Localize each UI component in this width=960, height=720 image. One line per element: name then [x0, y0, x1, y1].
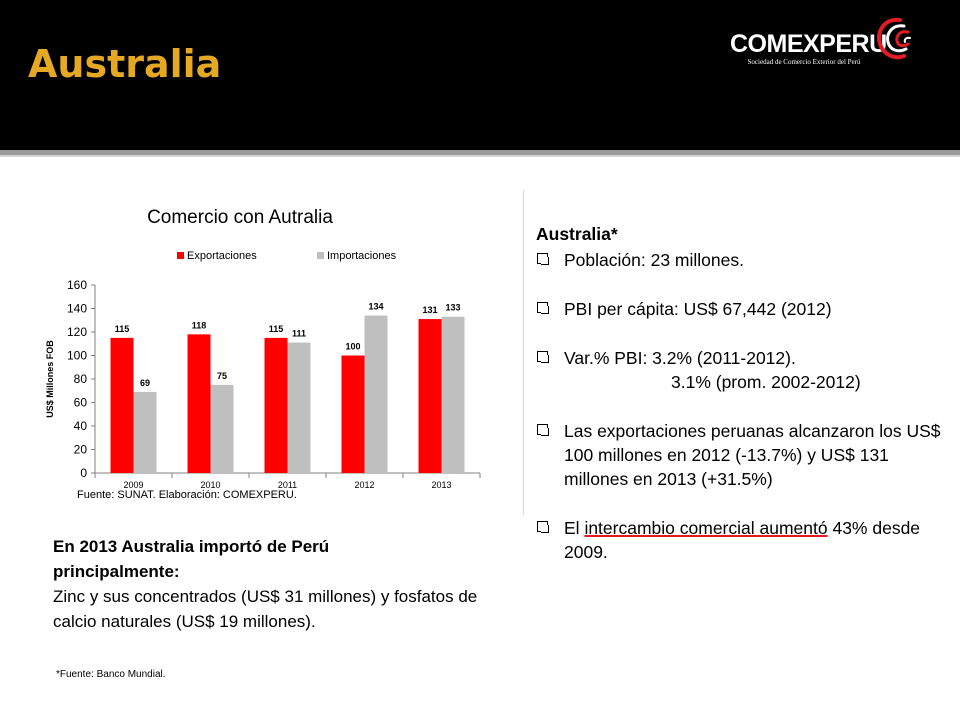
imports-heading-line1: En 2013 Australia importó de Perú [53, 537, 330, 556]
gdp-variation-line2: 3.1% (prom. 2002-2012) [671, 372, 861, 392]
country-facts: Australia* Población: 23 millones. PBI p… [536, 222, 946, 564]
gdp-per-capita-text: PBI per cápita: US$ 67,442 (2012) [564, 299, 832, 319]
comexperu-logo: COMEXPERU Sociedad de Comercio Exterior … [708, 14, 918, 74]
exports-text: Las exportaciones peruanas alcanzaron lo… [564, 421, 941, 489]
trade-growth-item: El intercambio comercial aumentó 43% des… [536, 516, 946, 564]
checkbox-bullet-icon [537, 351, 548, 362]
population-text: Población: 23 millones. [564, 250, 744, 270]
y-tick-label: 140 [67, 302, 87, 316]
data-label-exportaciones-2013: 131 [422, 305, 437, 315]
bar-importaciones-2010 [210, 384, 234, 473]
facts-heading: Australia* [536, 224, 618, 244]
y-tick-label: 80 [74, 372, 88, 386]
x-tick-label: 2011 [278, 480, 297, 490]
data-label-importaciones-2013: 133 [445, 303, 460, 313]
data-label-exportaciones-2010: 118 [192, 320, 207, 330]
checkbox-bullet-icon [537, 521, 548, 532]
bar-importaciones-2011 [287, 342, 311, 473]
bar-exportaciones-2013 [418, 319, 442, 473]
data-label-importaciones-2011: 111 [292, 329, 306, 339]
y-tick-label: 60 [74, 396, 88, 410]
footnote: *Fuente: Banco Mundial. [56, 669, 166, 680]
population-item: Población: 23 millones. [536, 248, 946, 272]
legend-label-importaciones: Importaciones [327, 250, 397, 262]
chart-title: Comercio con Autralia [147, 207, 333, 228]
x-tick-label: 2010 [200, 480, 220, 490]
slide-header: Australia COMEXPERU Sociedad de Comercio… [0, 0, 960, 150]
data-label-exportaciones-2009: 115 [115, 324, 130, 334]
chart-source: Fuente: SUNAT. Elaboración: COMEXPERU. [77, 489, 297, 501]
gdp-variation-item: Var.% PBI: 3.2% (2011-2012). 3.1% (prom.… [536, 346, 946, 394]
x-tick-label: 2013 [431, 480, 451, 490]
imports-body: Zinc y sus concentrados (US$ 31 millones… [53, 587, 478, 631]
x-tick-label: 2012 [354, 480, 374, 490]
trade-growth-highlight: intercambio comercial aumentó [584, 518, 828, 538]
data-label-exportaciones-2012: 100 [345, 342, 360, 352]
vertical-divider [523, 190, 524, 515]
header-divider [0, 150, 960, 155]
imports-heading-line2: principalmente: [53, 562, 180, 581]
logo-swirl-icon [877, 17, 911, 60]
bar-exportaciones-2011 [264, 337, 288, 473]
data-label-importaciones-2009: 69 [140, 378, 150, 388]
legend-label-exportaciones: Exportaciones [187, 250, 257, 262]
trade-growth-prefix: El [564, 518, 585, 538]
bar-exportaciones-2009 [110, 337, 134, 473]
checkbox-bullet-icon [537, 253, 548, 264]
data-label-importaciones-2010: 75 [217, 371, 227, 381]
trade-chart-svg: Comercio con Autralia Exportaciones Import… [45, 207, 481, 501]
data-label-importaciones-2012: 134 [368, 302, 383, 312]
main-imports-note: En 2013 Australia importó de Perú princi… [53, 534, 513, 634]
header-divider-light [0, 155, 960, 157]
legend-swatch-importaciones [317, 252, 324, 259]
y-tick-label: 40 [74, 419, 88, 433]
bar-importaciones-2013 [441, 316, 465, 473]
y-tick-label: 100 [67, 349, 87, 363]
trade-growth-suffix: 43% desde 2009. [564, 518, 921, 562]
y-axis-label: US$ Millones FOB [45, 340, 55, 418]
bar-importaciones-2009 [133, 391, 157, 473]
checkbox-bullet-icon [537, 424, 548, 435]
logo-name: COMEXPERU [730, 30, 887, 58]
y-tick-label: 20 [74, 443, 88, 457]
data-label-exportaciones-2011: 115 [269, 324, 284, 334]
bar-exportaciones-2010 [187, 334, 211, 473]
logo-subtitle: Sociedad de Comercio Exterior del Perú [747, 58, 861, 66]
bar-importaciones-2012 [364, 315, 388, 473]
legend-swatch-exportaciones [177, 252, 184, 259]
exports-item: Las exportaciones peruanas alcanzaron lo… [536, 419, 946, 491]
x-tick-label: 2009 [123, 480, 143, 490]
y-tick-label: 0 [80, 466, 87, 480]
checkbox-bullet-icon [537, 302, 548, 313]
slide-title: Australia [28, 42, 222, 86]
gdp-variation-line1: Var.% PBI: 3.2% (2011-2012). [564, 348, 796, 368]
y-tick-label: 120 [67, 325, 87, 339]
bar-exportaciones-2012 [341, 355, 365, 473]
gdp-per-capita-item: PBI per cápita: US$ 67,442 (2012) [536, 297, 946, 321]
trade-chart: Comercio con Autralia Exportaciones Import… [40, 195, 500, 513]
y-tick-label: 160 [67, 278, 87, 292]
